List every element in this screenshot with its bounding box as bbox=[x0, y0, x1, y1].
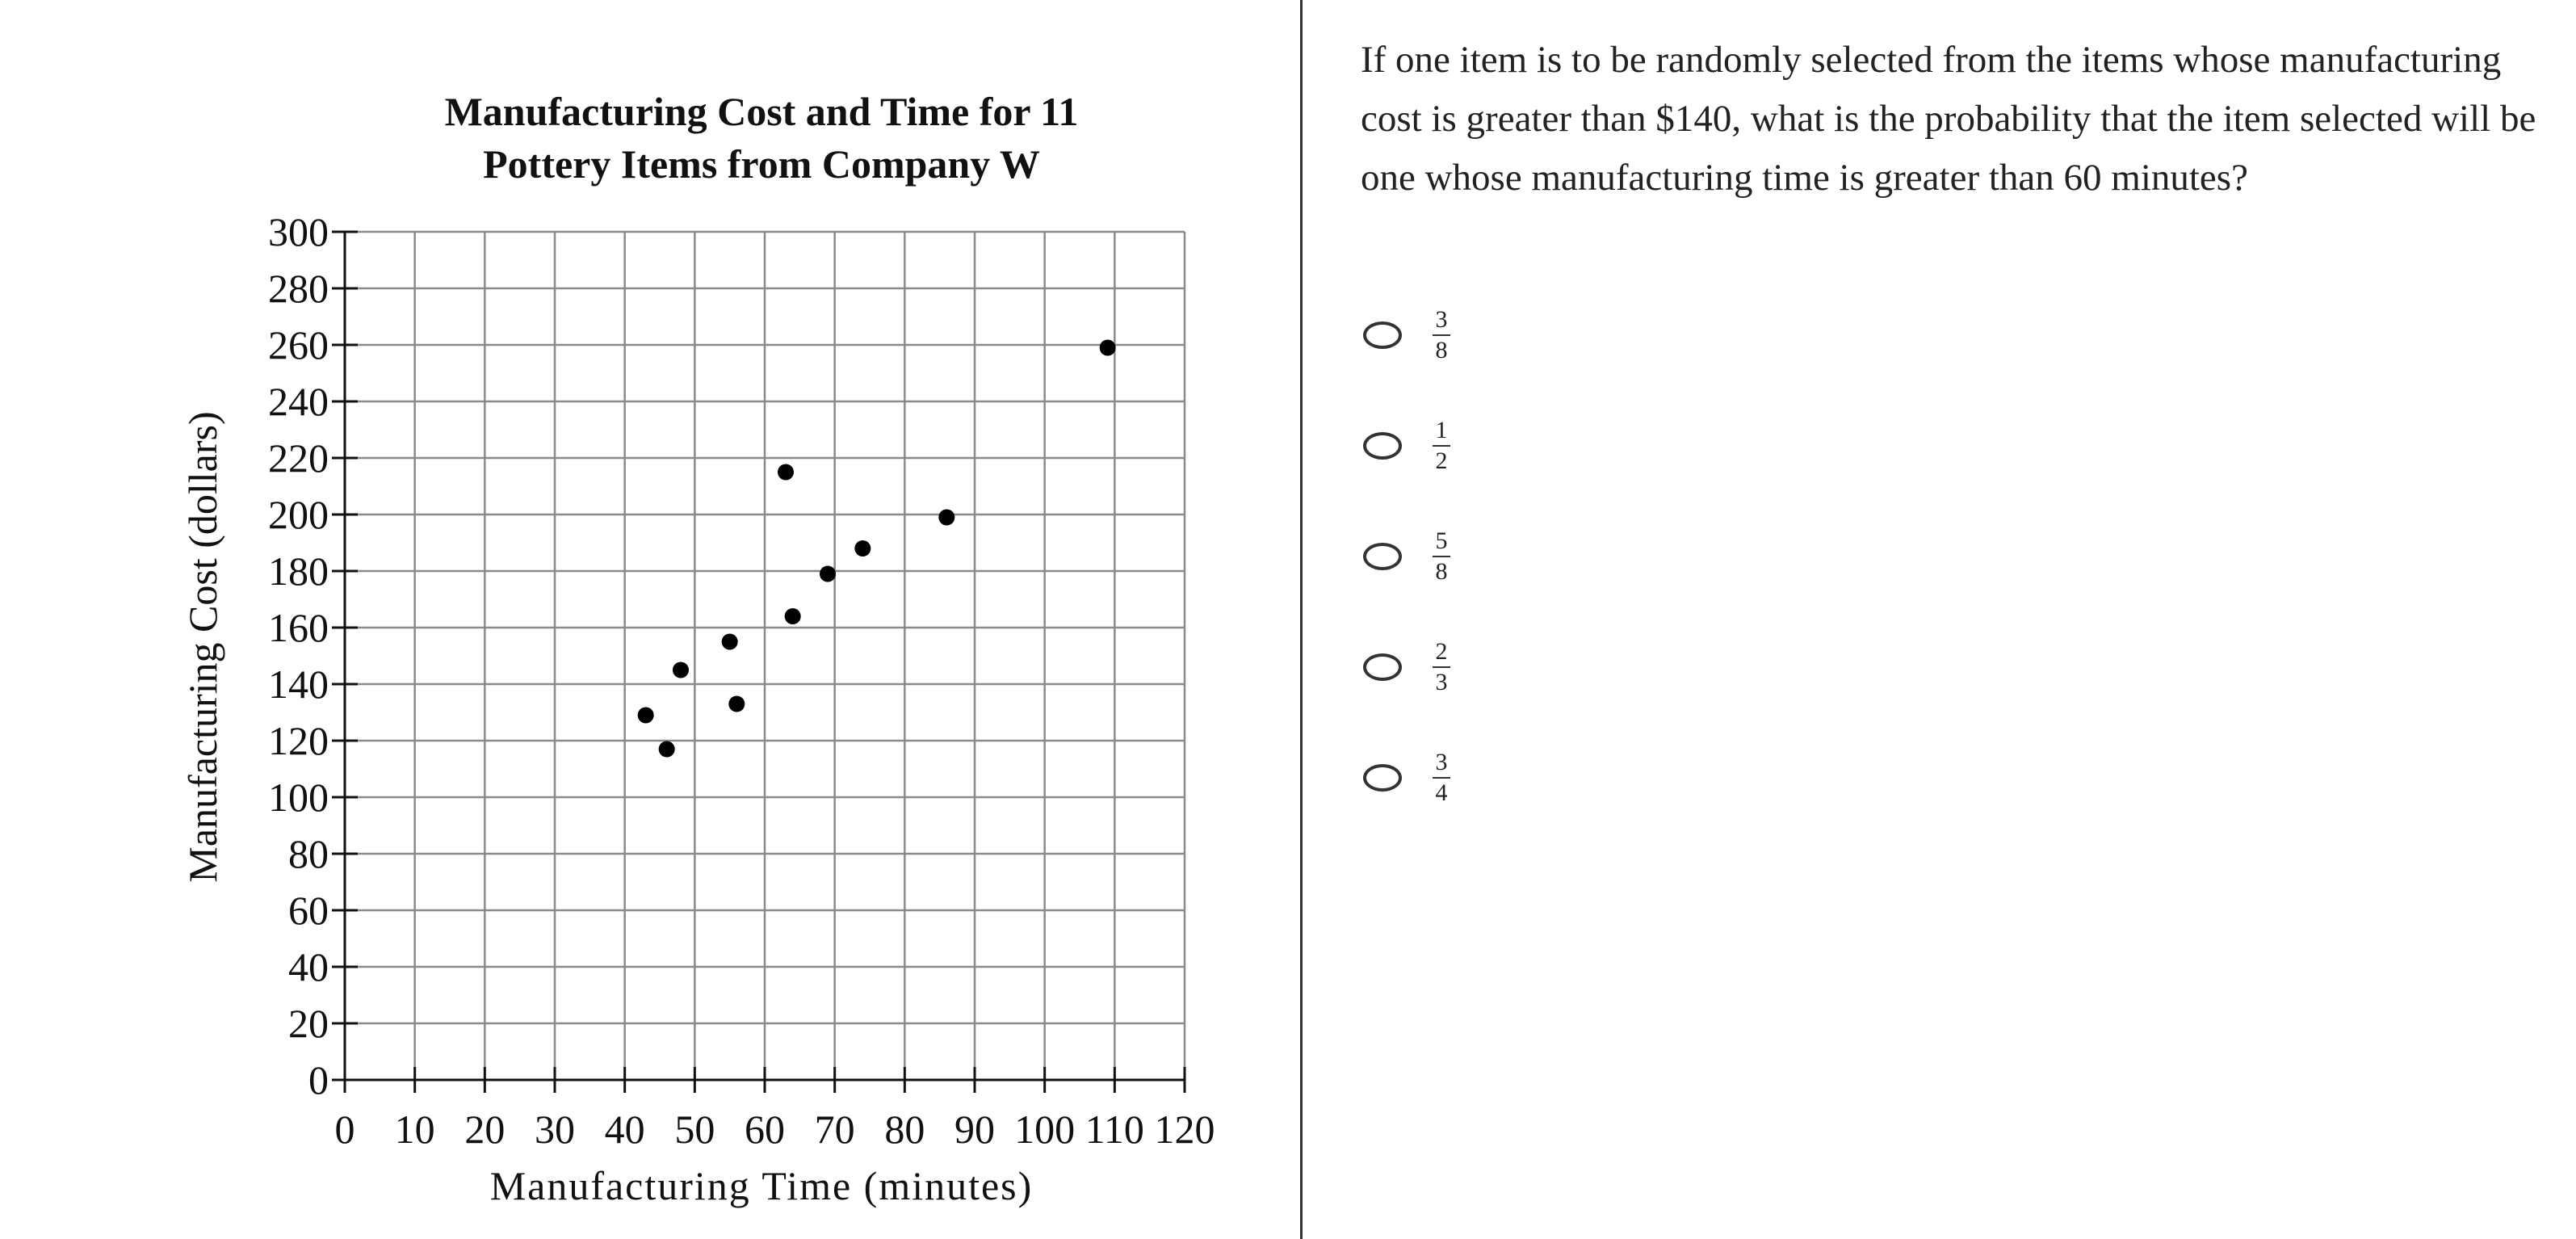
fraction-bar bbox=[1433, 445, 1450, 447]
y-tick-label: 160 bbox=[268, 605, 329, 650]
data-point bbox=[820, 565, 836, 582]
fraction-bar bbox=[1433, 334, 1450, 336]
fraction: 5 8 bbox=[1433, 528, 1450, 585]
y-tick-label: 40 bbox=[288, 944, 329, 989]
x-axis-label: Manufacturing Time (minutes) bbox=[490, 1163, 1034, 1208]
y-tick-label: 300 bbox=[268, 209, 329, 254]
fraction: 1 2 bbox=[1433, 418, 1450, 474]
scatter-chart: Manufacturing Cost and Time for 11 Potte… bbox=[180, 89, 1215, 1208]
data-point bbox=[938, 509, 955, 526]
answer-option-d[interactable]: 2 3 bbox=[1363, 639, 1450, 695]
fraction-bar bbox=[1433, 777, 1450, 779]
chart-title-line-1: Manufacturing Cost and Time for 11 bbox=[445, 89, 1079, 134]
x-tick-label: 30 bbox=[535, 1107, 575, 1152]
x-tick-label: 20 bbox=[464, 1107, 505, 1152]
x-tick-label: 10 bbox=[395, 1107, 435, 1152]
x-tick-label: 120 bbox=[1155, 1107, 1215, 1152]
y-tick-label: 180 bbox=[268, 548, 329, 594]
x-tick-label: 80 bbox=[884, 1107, 925, 1152]
y-tick-label: 0 bbox=[308, 1057, 329, 1102]
x-tick-label: 60 bbox=[745, 1107, 785, 1152]
fraction: 3 8 bbox=[1433, 307, 1450, 363]
x-tick-label: 110 bbox=[1085, 1107, 1144, 1152]
denominator: 4 bbox=[1435, 779, 1448, 806]
answer-option-c[interactable]: 5 8 bbox=[1363, 528, 1450, 585]
question-text: If one item is to be randomly selected f… bbox=[1361, 39, 2536, 199]
data-point bbox=[673, 662, 689, 678]
radio-button-icon[interactable] bbox=[1363, 543, 1402, 570]
data-point bbox=[784, 608, 801, 624]
data-point bbox=[778, 464, 794, 481]
y-tick-label: 60 bbox=[288, 888, 329, 933]
data-point bbox=[637, 707, 654, 724]
denominator: 8 bbox=[1435, 337, 1448, 363]
x-tick-label: 40 bbox=[605, 1107, 645, 1152]
y-tick-label: 100 bbox=[268, 775, 329, 820]
data-points bbox=[637, 339, 1116, 758]
numerator: 1 bbox=[1435, 417, 1448, 443]
fraction: 3 4 bbox=[1433, 750, 1450, 806]
chart-axes bbox=[332, 230, 1186, 1093]
data-point bbox=[1099, 339, 1116, 356]
fraction: 2 3 bbox=[1433, 639, 1450, 695]
x-axis-tick-labels: 0 10 20 30 40 50 60 70 80 90 100 110 120 bbox=[335, 1107, 1215, 1152]
y-tick-label: 120 bbox=[268, 718, 329, 763]
y-tick-label: 220 bbox=[268, 435, 329, 481]
radio-button-icon[interactable] bbox=[1363, 432, 1402, 460]
y-tick-label: 240 bbox=[268, 379, 329, 424]
answer-option-e[interactable]: 3 4 bbox=[1363, 750, 1450, 806]
radio-button-icon[interactable] bbox=[1363, 653, 1402, 681]
data-point bbox=[854, 540, 871, 556]
fraction-bar bbox=[1433, 556, 1450, 557]
answer-option-b[interactable]: 1 2 bbox=[1363, 418, 1450, 474]
x-tick-label: 90 bbox=[954, 1107, 995, 1152]
chart-title-line-2: Pottery Items from Company W bbox=[483, 141, 1040, 187]
data-point bbox=[721, 633, 738, 650]
chart-gridlines bbox=[345, 230, 1186, 1080]
y-tick-label: 200 bbox=[268, 492, 329, 537]
fraction-bar bbox=[1433, 666, 1450, 668]
x-tick-label: 50 bbox=[674, 1107, 715, 1152]
denominator: 8 bbox=[1435, 558, 1448, 585]
question-panel: If one item is to be randomly selected f… bbox=[1303, 0, 2576, 1239]
numerator: 2 bbox=[1435, 638, 1448, 665]
radio-button-icon[interactable] bbox=[1363, 321, 1402, 349]
y-tick-label: 260 bbox=[268, 322, 329, 368]
pane-divider bbox=[1300, 0, 1303, 1239]
x-tick-label: 70 bbox=[815, 1107, 855, 1152]
y-axis-label: Manufacturing Cost (dollars) bbox=[180, 411, 225, 882]
denominator: 2 bbox=[1435, 447, 1448, 474]
y-axis-tick-labels: 0 20 40 60 80 100 120 140 160 180 200 220 240 260 280 3… bbox=[268, 209, 329, 1102]
x-tick-label: 0 bbox=[335, 1107, 355, 1152]
y-tick-label: 140 bbox=[268, 662, 329, 707]
data-point bbox=[728, 695, 745, 712]
x-tick-label: 100 bbox=[1014, 1107, 1075, 1152]
radio-button-icon[interactable] bbox=[1363, 764, 1402, 792]
numerator: 3 bbox=[1435, 306, 1448, 333]
numerator: 3 bbox=[1435, 749, 1448, 775]
y-tick-label: 80 bbox=[288, 831, 329, 876]
y-tick-label: 280 bbox=[268, 266, 329, 311]
answer-option-a[interactable]: 3 8 bbox=[1363, 307, 1450, 363]
chart-panel: Manufacturing Cost and Time for 11 Potte… bbox=[180, 89, 1215, 1208]
denominator: 3 bbox=[1435, 669, 1448, 695]
numerator: 5 bbox=[1435, 527, 1448, 554]
data-point bbox=[658, 741, 675, 758]
y-tick-label: 20 bbox=[288, 1001, 329, 1046]
